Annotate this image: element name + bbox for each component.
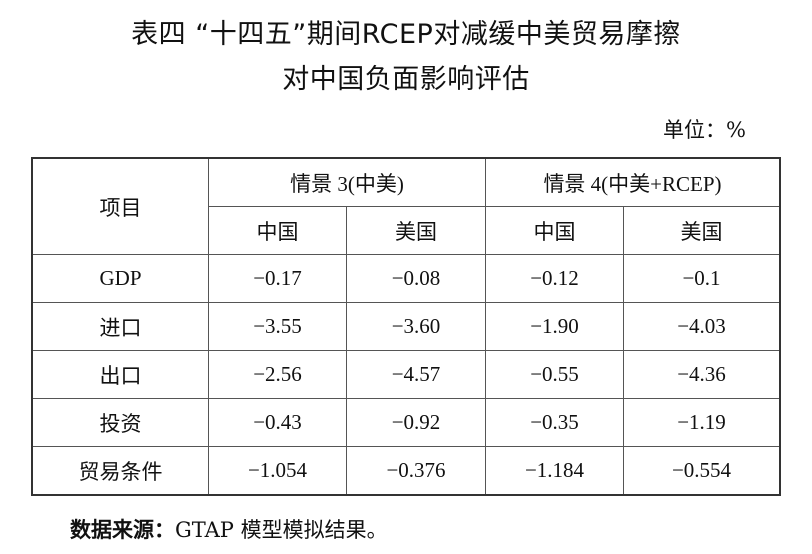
value-cell: −0.92 bbox=[346, 398, 486, 447]
header-row-scenarios: 项目 情景 3(中美) 情景 4(中美+RCEP) bbox=[31, 157, 781, 255]
row-label: 贸易条件 bbox=[31, 446, 209, 496]
row-label: 出口 bbox=[31, 350, 209, 399]
value-cell: −3.60 bbox=[346, 302, 486, 351]
value-cell: −3.55 bbox=[208, 302, 347, 351]
value-cell: −1.19 bbox=[623, 398, 781, 447]
value-cell: −0.12 bbox=[485, 254, 624, 303]
unit-label: 单位：% bbox=[663, 118, 746, 142]
country-header: 中国 bbox=[485, 206, 624, 255]
value-cell: −2.56 bbox=[208, 350, 347, 399]
value-cell: −4.57 bbox=[346, 350, 486, 399]
country-header: 美国 bbox=[346, 206, 486, 255]
value-cell: −0.17 bbox=[208, 254, 347, 303]
assessment-table: 项目 情景 3(中美) 情景 4(中美+RCEP) 中国 美国 中国 美国 GD… bbox=[31, 157, 781, 496]
country-header: 中国 bbox=[208, 206, 347, 255]
source-note: 数据来源：GTAP 模型模拟结果。 bbox=[70, 514, 388, 544]
value-cell: −0.376 bbox=[346, 446, 486, 496]
item-header: 项目 bbox=[31, 157, 209, 255]
value-cell: −4.03 bbox=[623, 302, 781, 351]
scenario-4-header: 情景 4(中美+RCEP) bbox=[485, 157, 781, 207]
value-cell: −1.184 bbox=[485, 446, 624, 496]
value-cell: −0.554 bbox=[623, 446, 781, 496]
table-row: GDP −0.17 −0.08 −0.12 −0.1 bbox=[31, 254, 781, 303]
source-label: 数据来源： bbox=[70, 518, 175, 542]
row-label: 进口 bbox=[31, 302, 209, 351]
value-cell: −0.1 bbox=[623, 254, 781, 303]
table-row: 投资 −0.43 −0.92 −0.35 −1.19 bbox=[31, 398, 781, 447]
value-cell: −1.054 bbox=[208, 446, 347, 496]
value-cell: −0.08 bbox=[346, 254, 486, 303]
value-cell: −0.55 bbox=[485, 350, 624, 399]
table-row: 贸易条件 −1.054 −0.376 −1.184 −0.554 bbox=[31, 446, 781, 496]
source-text: GTAP 模型模拟结果。 bbox=[175, 518, 388, 542]
country-header: 美国 bbox=[623, 206, 781, 255]
table-row: 出口 −2.56 −4.57 −0.55 −4.36 bbox=[31, 350, 781, 399]
table-title-line-2: 对中国负面影响评估 bbox=[282, 64, 530, 95]
table-row: 进口 −3.55 −3.60 −1.90 −4.03 bbox=[31, 302, 781, 351]
value-cell: −4.36 bbox=[623, 350, 781, 399]
value-cell: −1.90 bbox=[485, 302, 624, 351]
row-label: GDP bbox=[31, 254, 209, 303]
row-label: 投资 bbox=[31, 398, 209, 447]
scenario-3-header: 情景 3(中美) bbox=[208, 157, 486, 207]
value-cell: −0.35 bbox=[485, 398, 624, 447]
value-cell: −0.43 bbox=[208, 398, 347, 447]
table-title-line-1: 表四 “十四五”期间RCEP对减缓中美贸易摩擦 bbox=[131, 19, 681, 50]
